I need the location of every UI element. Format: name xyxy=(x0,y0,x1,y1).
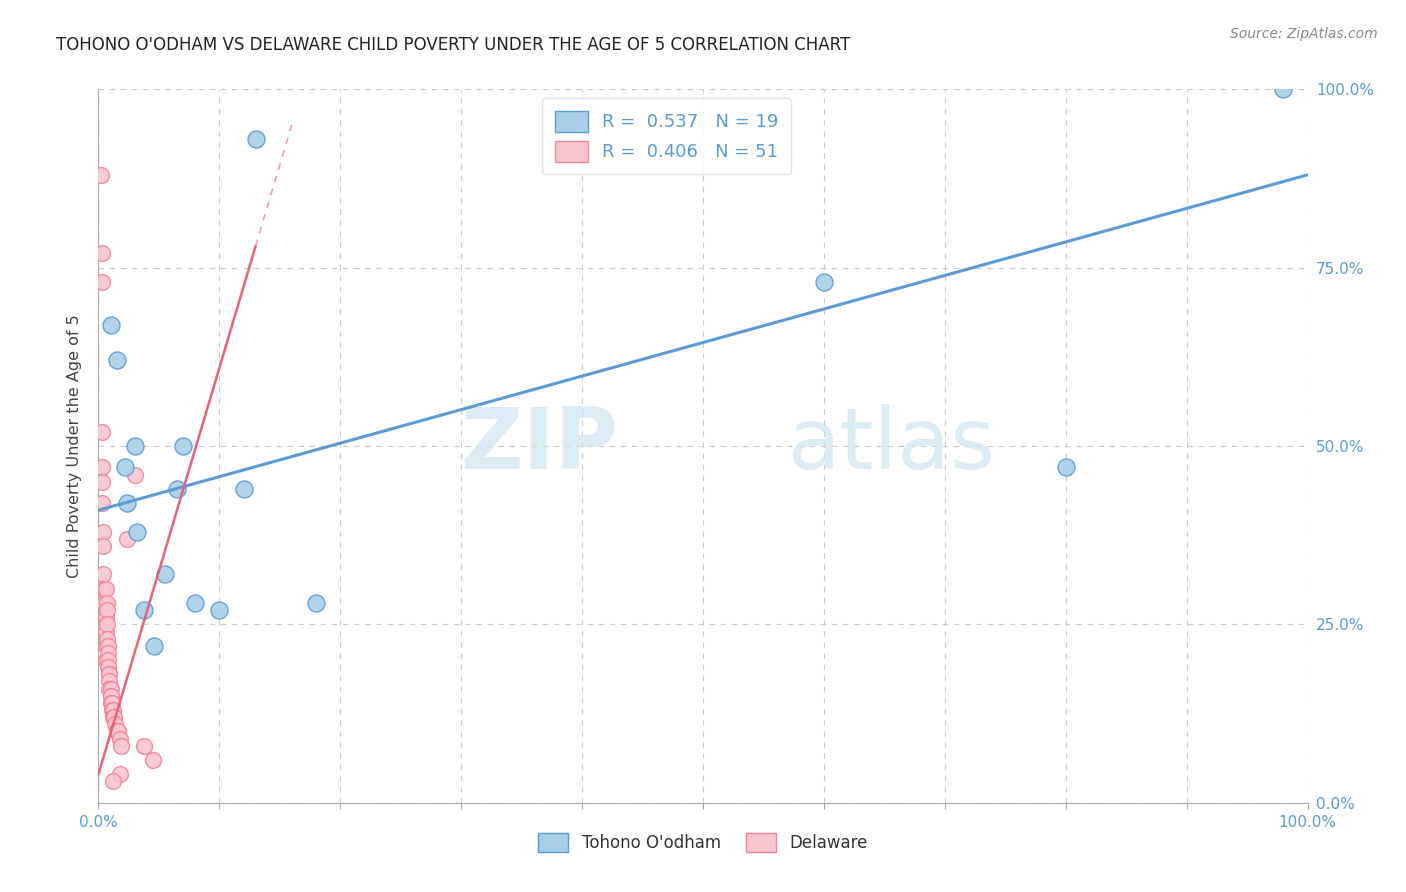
Point xyxy=(97,646,120,660)
Point xyxy=(813,275,835,289)
Point xyxy=(124,467,146,482)
Point xyxy=(98,667,121,681)
Point xyxy=(96,632,118,646)
Point xyxy=(184,596,207,610)
Point xyxy=(91,246,114,260)
Point xyxy=(100,703,122,717)
Y-axis label: Child Poverty Under the Age of 5: Child Poverty Under the Age of 5 xyxy=(67,314,83,578)
Point xyxy=(100,681,122,696)
Point xyxy=(90,168,112,182)
Point xyxy=(105,353,128,368)
Point xyxy=(103,710,125,724)
Point xyxy=(104,717,127,731)
Point xyxy=(98,674,121,689)
Point xyxy=(1054,460,1077,475)
Point xyxy=(91,460,114,475)
Point xyxy=(108,767,131,781)
Point xyxy=(1272,82,1295,96)
Point xyxy=(101,710,124,724)
Point xyxy=(134,739,156,753)
Point xyxy=(117,496,139,510)
Point xyxy=(94,624,117,639)
Text: ZIP: ZIP xyxy=(461,404,619,488)
Legend: Tohono O'odham, Delaware: Tohono O'odham, Delaware xyxy=(531,826,875,859)
Point xyxy=(94,653,117,667)
Point xyxy=(117,532,139,546)
Point xyxy=(100,318,122,332)
Point xyxy=(96,617,118,632)
Point xyxy=(142,753,165,767)
Point xyxy=(108,731,131,746)
Point xyxy=(208,603,231,617)
Point xyxy=(100,689,122,703)
Point xyxy=(98,681,121,696)
Point xyxy=(114,460,136,475)
Point xyxy=(124,439,146,453)
Point xyxy=(91,425,114,439)
Point xyxy=(305,596,328,610)
Point xyxy=(98,667,121,681)
Point xyxy=(93,596,115,610)
Point xyxy=(101,703,124,717)
Point xyxy=(105,724,128,739)
Point xyxy=(93,582,115,596)
Point xyxy=(94,639,117,653)
Point xyxy=(96,603,118,617)
Text: TOHONO O'ODHAM VS DELAWARE CHILD POVERTY UNDER THE AGE OF 5 CORRELATION CHART: TOHONO O'ODHAM VS DELAWARE CHILD POVERTY… xyxy=(56,36,851,54)
Point xyxy=(97,660,120,674)
Text: atlas: atlas xyxy=(787,404,995,488)
Point xyxy=(91,275,114,289)
Point xyxy=(93,596,115,610)
Point xyxy=(91,496,114,510)
Point xyxy=(143,639,166,653)
Point xyxy=(153,567,176,582)
Point xyxy=(127,524,149,539)
Point xyxy=(91,475,114,489)
Point xyxy=(172,439,194,453)
Point xyxy=(245,132,267,146)
Point xyxy=(97,639,120,653)
Point xyxy=(134,603,156,617)
Point xyxy=(91,539,114,553)
Point xyxy=(232,482,254,496)
Point xyxy=(100,689,122,703)
Point xyxy=(94,582,117,596)
Point xyxy=(96,596,118,610)
Point xyxy=(101,774,124,789)
Point xyxy=(107,724,129,739)
Point xyxy=(100,696,122,710)
Point xyxy=(97,653,120,667)
Point xyxy=(91,567,114,582)
Point xyxy=(110,739,132,753)
Point xyxy=(91,524,114,539)
Point xyxy=(94,610,117,624)
Point xyxy=(166,482,188,496)
Point xyxy=(100,696,122,710)
Point xyxy=(105,724,128,739)
Text: Source: ZipAtlas.com: Source: ZipAtlas.com xyxy=(1230,27,1378,41)
